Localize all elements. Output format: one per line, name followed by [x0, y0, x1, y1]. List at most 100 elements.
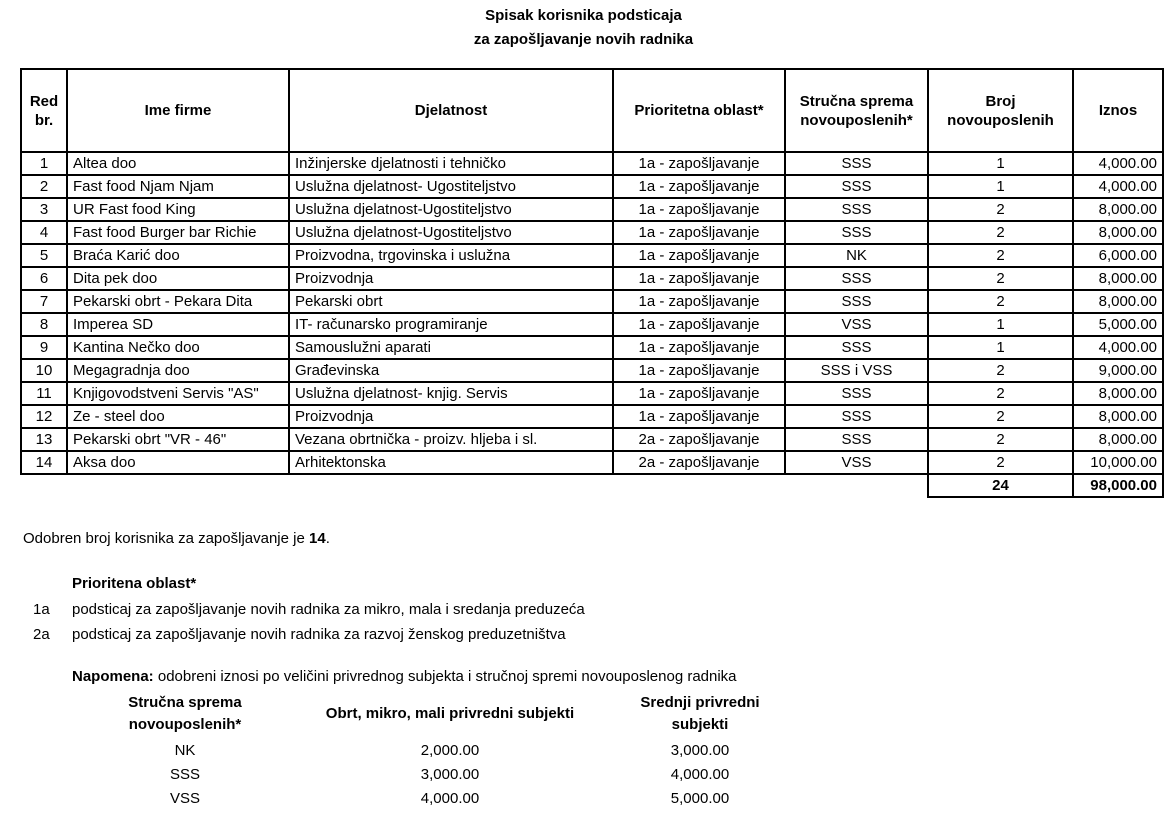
approved-text-suffix: . — [325, 530, 330, 547]
totals-spacer — [21, 474, 928, 497]
amount-cell: 8,000.00 — [1072, 427, 1164, 452]
firm-name-cell: Pekarski obrt "VR - 46" — [66, 427, 290, 452]
total-employee-count: 24 — [927, 473, 1074, 498]
row-number-cell: 11 — [20, 381, 68, 406]
employee-count-cell: 1 — [927, 174, 1074, 199]
row-number-cell: 5 — [20, 243, 68, 268]
header-strucna-sprema: Stručna sprema novouposlenih* — [784, 68, 929, 153]
amounts-by-size-table: Stručna sprema novouposlenih* Obrt, mikr… — [70, 690, 800, 810]
firm-name-cell: Dita pek doo — [66, 266, 290, 291]
priority-area-cell: 1a - zapošljavanje — [612, 197, 786, 222]
qualification-cell: SSS — [784, 197, 929, 222]
priority-area-cell: 2a - zapošljavanje — [612, 427, 786, 452]
firm-name-cell: Fast food Njam Njam — [66, 174, 290, 199]
approved-number: 14 — [309, 530, 326, 547]
table-header-row: Red br. Ime firme Djelatnost Prioritetna… — [20, 68, 1164, 153]
row-number-cell: 2 — [20, 174, 68, 199]
firm-name-cell: UR Fast food King — [66, 197, 290, 222]
table-row: 12 Ze - steel doo Proizvodnja 1a - zapoš… — [20, 404, 1164, 429]
qualification-cell: SSS — [784, 381, 929, 406]
approved-text-prefix: Odobren broj korisnika za zapošljavanje … — [23, 530, 309, 547]
amount-cell: 4,000.00 — [1072, 174, 1164, 199]
beneficiaries-table: Red br. Ime firme Djelatnost Prioritetna… — [20, 68, 1164, 498]
activity-cell: Samouslužni aparati — [288, 335, 614, 360]
employee-count-cell: 2 — [927, 450, 1074, 475]
priority-area-cell: 1a - zapošljavanje — [612, 220, 786, 245]
employee-count-cell: 2 — [927, 404, 1074, 429]
priority-area-cell: 2a - zapošljavanje — [612, 450, 786, 475]
amount-cell: 5,000.00 — [1072, 312, 1164, 337]
employee-count-cell: 2 — [927, 266, 1074, 291]
qualification-cell: SSS — [784, 174, 929, 199]
amounts-header-small-subjects: Obrt, mikro, mali privredni subjekti — [325, 705, 575, 722]
amount-cell: 8,000.00 — [1072, 220, 1164, 245]
amounts-small-subject-cell: 3,000.00 — [420, 765, 480, 783]
priority-area-cell: 1a - zapošljavanje — [612, 381, 786, 406]
activity-cell: Uslužna djelatnost- Ugostiteljstvo — [288, 174, 614, 199]
header-djelatnost: Djelatnost — [288, 68, 614, 153]
qualification-cell: SSS — [784, 266, 929, 291]
qualification-cell: SSS — [784, 289, 929, 314]
priority-area-cell: 1a - zapošljavanje — [612, 404, 786, 429]
table-row: 11 Knjigovodstveni Servis "AS" Uslužna d… — [20, 381, 1164, 406]
activity-cell: Uslužna djelatnost-Ugostiteljstvo — [288, 197, 614, 222]
activity-cell: Proizvodna, trgovinska i uslužna — [288, 243, 614, 268]
header-prioritetna-oblast: Prioritetna oblast* — [612, 68, 786, 153]
row-number-cell: 14 — [20, 450, 68, 475]
employee-count-cell: 2 — [927, 243, 1074, 268]
row-number-cell: 7 — [20, 289, 68, 314]
amount-cell: 8,000.00 — [1072, 381, 1164, 406]
employee-count-cell: 1 — [927, 151, 1074, 176]
amounts-medium-subject-cell: 5,000.00 — [670, 789, 730, 807]
note-line: Napomena: odobreni iznosi po veličini pr… — [72, 668, 737, 685]
qualification-cell: SSS i VSS — [784, 358, 929, 383]
qualification-cell: SSS — [784, 404, 929, 429]
priority-area-cell: 1a - zapošljavanje — [612, 266, 786, 291]
amounts-qualification-cell: VSS — [169, 789, 200, 807]
firm-name-cell: Pekarski obrt - Pekara Dita — [66, 289, 290, 314]
employee-count-cell: 1 — [927, 312, 1074, 337]
qualification-cell: VSS — [784, 312, 929, 337]
priority-legend-heading: Prioritena oblast* — [72, 575, 197, 592]
amounts-header-row: Stručna sprema novouposlenih* Obrt, mikr… — [70, 690, 800, 738]
header-iznos: Iznos — [1072, 68, 1164, 153]
header-broj-novouposlenih: Broj novouposlenih — [927, 68, 1074, 153]
note-text: odobreni iznosi po veličini privrednog s… — [153, 668, 737, 685]
amounts-row: VSS 4,000.00 5,000.00 — [70, 786, 800, 810]
approved-count-line: Odobren broj korisnika za zapošljavanje … — [23, 529, 330, 548]
table-row: 7 Pekarski obrt - Pekara Dita Pekarski o… — [20, 289, 1164, 314]
amount-cell: 8,000.00 — [1072, 404, 1164, 429]
row-number-cell: 9 — [20, 335, 68, 360]
legend-code-2a: 2a — [33, 626, 50, 643]
amounts-qualification-cell: SSS — [169, 765, 200, 783]
activity-cell: Proizvodnja — [288, 266, 614, 291]
amounts-table-body: NK 2,000.00 3,000.00 SSS 3,000.00 4,000.… — [70, 738, 800, 810]
header-red-br: Red br. — [20, 68, 68, 153]
activity-cell: Proizvodnja — [288, 404, 614, 429]
table-row: 9 Kantina Nečko doo Samouslužni aparati … — [20, 335, 1164, 360]
employee-count-cell: 2 — [927, 197, 1074, 222]
priority-area-cell: 1a - zapošljavanje — [612, 151, 786, 176]
amounts-small-subject-cell: 4,000.00 — [420, 789, 480, 807]
table-row: 13 Pekarski obrt "VR - 46" Vezana obrtni… — [20, 427, 1164, 452]
activity-cell: Pekarski obrt — [288, 289, 614, 314]
firm-name-cell: Kantina Nečko doo — [66, 335, 290, 360]
employee-count-cell: 2 — [927, 358, 1074, 383]
activity-cell: Uslužna djelatnost-Ugostiteljstvo — [288, 220, 614, 245]
amount-cell: 4,000.00 — [1072, 335, 1164, 360]
table-row: 5 Braća Karić doo Proizvodna, trgovinska… — [20, 243, 1164, 268]
row-number-cell: 4 — [20, 220, 68, 245]
priority-area-cell: 1a - zapošljavanje — [612, 358, 786, 383]
activity-cell: Inžinjerske djelatnosti i tehničko — [288, 151, 614, 176]
table-row: 8 Imperea SD IT- računarsko programiranj… — [20, 312, 1164, 337]
firm-name-cell: Imperea SD — [66, 312, 290, 337]
legend-code-1a: 1a — [33, 601, 50, 618]
priority-area-cell: 1a - zapošljavanje — [612, 335, 786, 360]
header-ime-firme: Ime firme — [66, 68, 290, 153]
table-row: 1 Altea doo Inžinjerske djelatnosti i te… — [20, 151, 1164, 176]
document-title-line-2: za zapošljavanje novih radnika — [473, 31, 694, 48]
amount-cell: 4,000.00 — [1072, 151, 1164, 176]
row-number-cell: 10 — [20, 358, 68, 383]
qualification-cell: NK — [784, 243, 929, 268]
